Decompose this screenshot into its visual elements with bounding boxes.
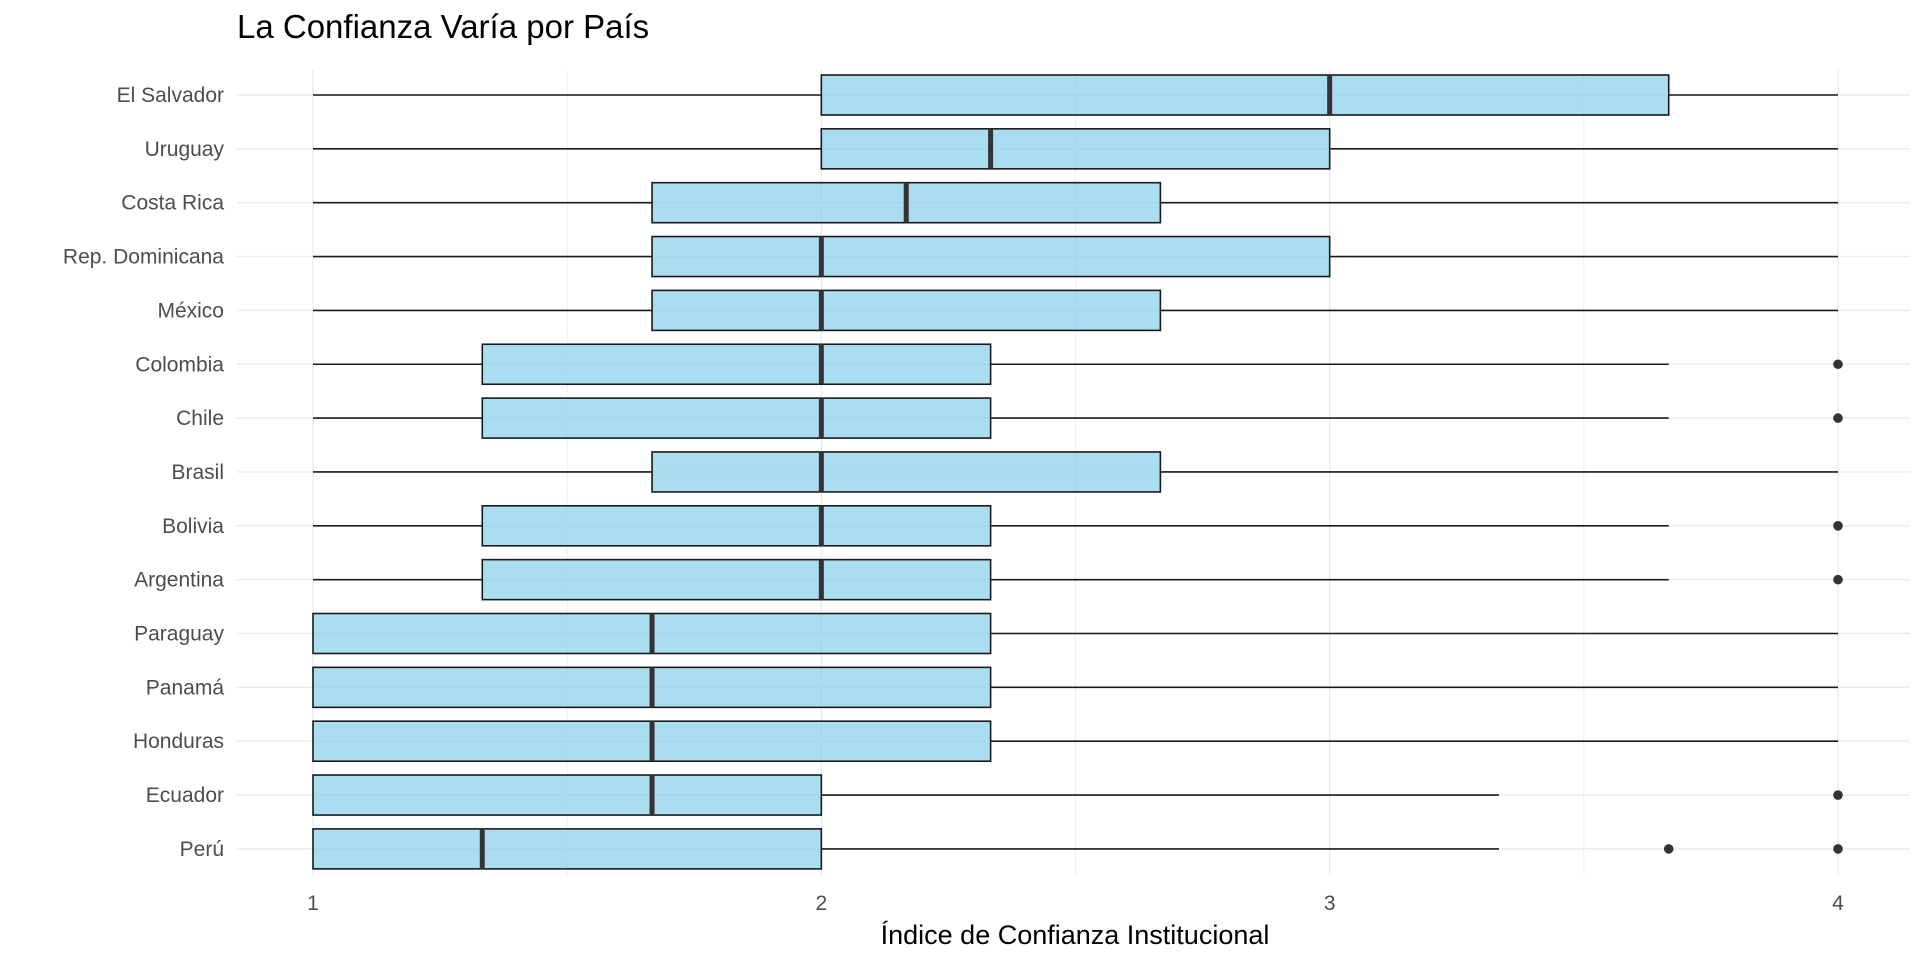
category-label: Uruguay [145,138,225,161]
category-label: Paraguay [134,623,224,646]
box-iqr [481,504,992,547]
category-label: Bolivia [162,515,224,538]
category-label: El Salvador [117,84,224,107]
category-label: Ecuador [146,784,224,807]
category-label: Brasil [171,461,224,484]
box-iqr [820,74,1670,116]
x-tick-label: 4 [1832,892,1844,915]
outlier-point [1833,790,1843,800]
category-label: Colombia [135,353,224,376]
box-iqr [651,451,1162,493]
box-iqr [481,558,992,601]
box-iqr [312,828,823,870]
x-tick-label: 2 [815,892,827,915]
category-label: Chile [176,407,224,430]
box-iqr [651,235,1331,278]
x-tick-label: 1 [307,892,319,915]
outlier-point [1833,574,1843,585]
category-label: Rep. Dominicana [63,246,224,269]
outlier-point [1833,359,1843,370]
x-axis-title: Índice de Confianza Institucional [881,920,1270,950]
category-label: Honduras [133,730,224,753]
category-label: Costa Rica [121,192,224,215]
category-label: Panamá [146,676,225,699]
category-label: Argentina [134,569,224,592]
box-iqr [312,774,823,816]
outlier-point [1833,521,1843,531]
box-layer [312,74,1843,870]
outlier-point [1833,844,1843,854]
outlier-point [1663,844,1674,854]
label-layer: 1 2 3 4 El Salvador Uruguay Costa Rica Rep. Dom… [63,84,1844,915]
chart-title: La Confianza Varía por País [237,8,650,45]
box-iqr [651,289,1162,332]
box-iqr [481,343,992,386]
box-iqr [820,128,1331,170]
box-iqr [481,397,992,439]
x-tick-label: 3 [1324,892,1336,915]
outlier-point [1833,413,1843,423]
category-label: México [157,299,224,322]
category-label: Perú [180,838,224,861]
